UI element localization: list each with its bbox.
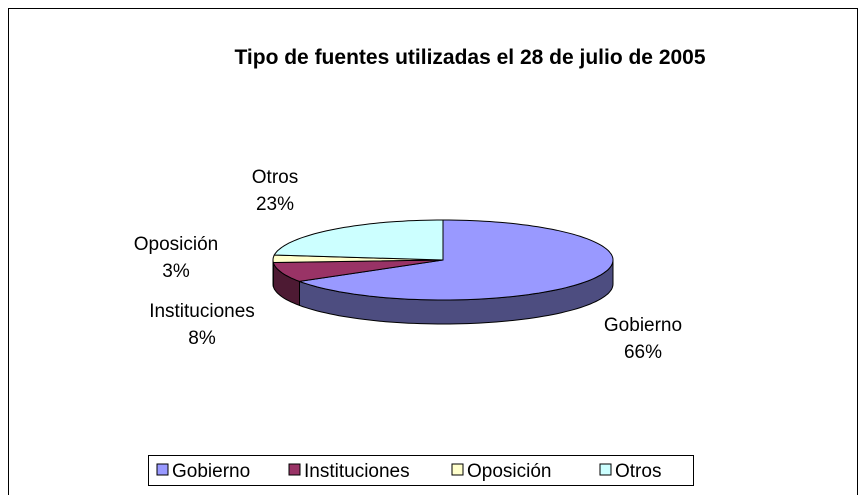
data-label-name: Otros [252,167,298,188]
data-label-value: 66% [624,342,662,363]
chart-title: Tipo de fuentes utilizadas el 28 de juli… [234,46,705,69]
legend-label: Otros [615,461,661,482]
legend-swatch [156,463,169,476]
pie-slice [273,219,444,261]
data-label-value: 23% [256,194,294,215]
data-label-name: Oposición [134,234,219,255]
data-label-name: Instituciones [149,301,255,322]
legend-swatch [288,463,301,476]
legend-label: Oposición [467,461,552,482]
legend-swatch [451,463,464,476]
legend-label: Gobierno [172,461,250,482]
legend-label: Instituciones [304,461,410,482]
data-label-value: 3% [162,261,190,282]
pie-slice [272,259,444,282]
data-label-value: 8% [188,328,216,349]
data-label-name: Gobierno [604,315,682,336]
pie-slice [297,219,614,301]
legend-swatch [599,463,612,476]
